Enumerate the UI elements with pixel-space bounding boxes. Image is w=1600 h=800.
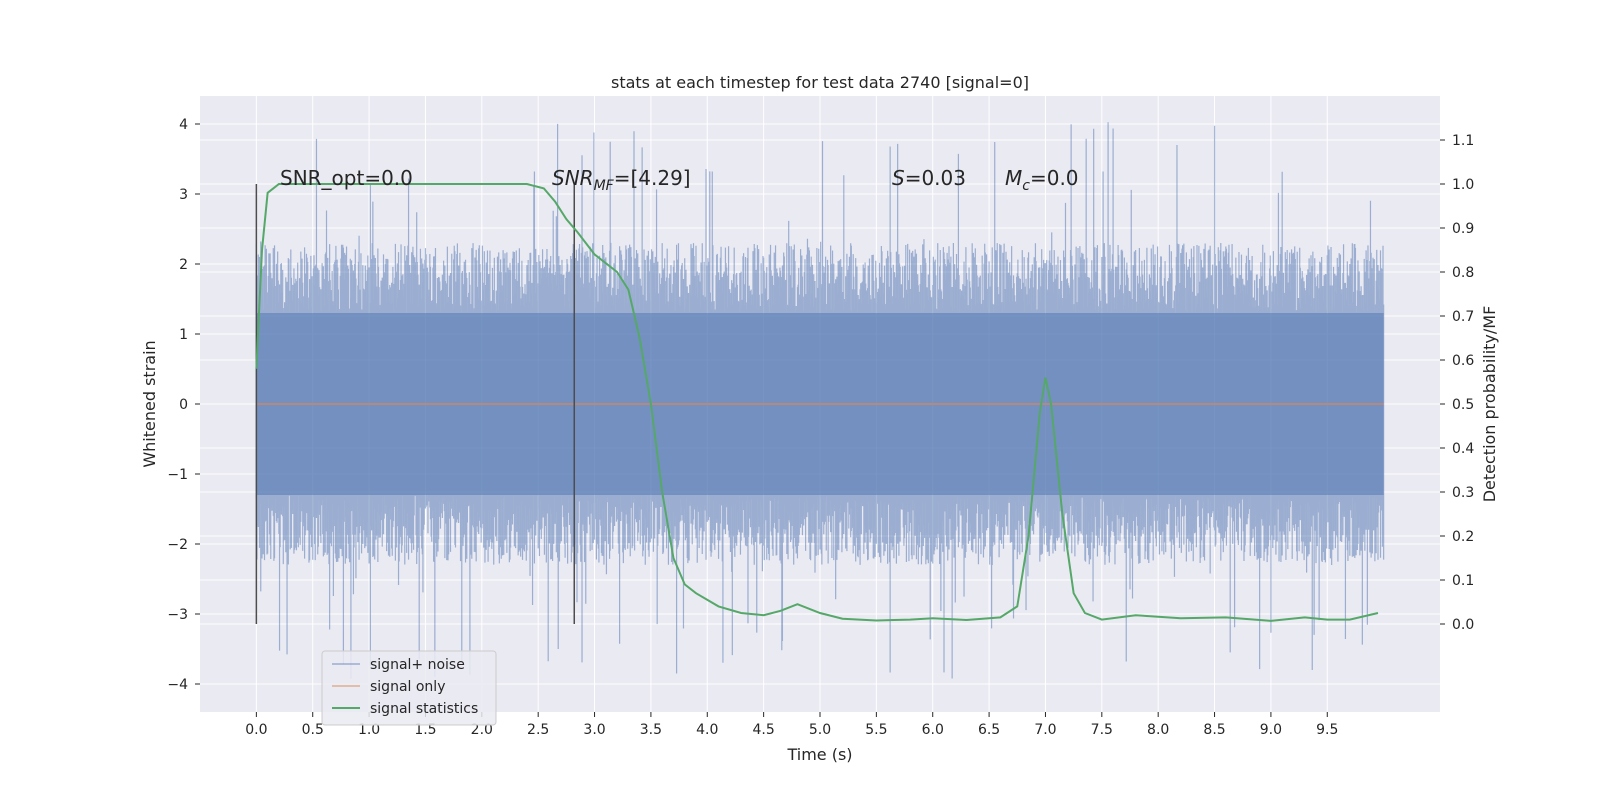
snr-opt-annotation: SNR_opt=0.0 [280, 166, 413, 190]
y-axis-label: Whitened strain [140, 340, 159, 467]
x-tick-label: 7.0 [1034, 722, 1056, 738]
legend-label-signal-only: signal only [370, 679, 445, 695]
x-tick-label: 0.5 [302, 722, 324, 738]
y-tick-label: 0 [179, 397, 188, 413]
x-tick-label: 6.0 [922, 722, 944, 738]
y-tick-label: 4 [179, 117, 188, 133]
x-tick-label: 3.0 [583, 722, 605, 738]
x-tick-label: 9.5 [1316, 722, 1338, 738]
y-tick-label: −3 [167, 607, 188, 623]
legend-box [321, 650, 497, 726]
y-right-axis-ticks: 1.1 1.0 0.9 0.8 0.7 0.6 0.5 0.4 0.3 0.2 0.1 0.0 [1440, 133, 1474, 633]
x-tick-label: 2.0 [471, 722, 493, 738]
y-right-tick-label: 0.4 [1452, 441, 1474, 457]
y-tick-label: 3 [179, 187, 188, 203]
y-axis-ticks: 4 3 2 1 0 −1 −2 −3 −4 [167, 117, 200, 693]
signal-statistics-series [255, 183, 1379, 622]
x-tick-label: 4.5 [753, 722, 775, 738]
x-tick-label: 8.5 [1203, 722, 1225, 738]
marker-lines [255, 184, 576, 624]
y-right-tick-label: 1.0 [1452, 177, 1474, 193]
y-right-tick-label: 0.3 [1452, 485, 1474, 501]
x-tick-label: 7.5 [1091, 722, 1113, 738]
y-tick-label: −1 [167, 467, 188, 483]
x-tick-label: 2.5 [527, 722, 549, 738]
x-tick-label: 8.0 [1147, 722, 1169, 738]
x-tick-label: 6.5 [978, 722, 1000, 738]
legend-label-signal-statistics: signal statistics [370, 701, 478, 717]
legend: signal+ noise signal only signal statist… [321, 650, 497, 726]
x-tick-label: 5.0 [809, 722, 831, 738]
y-tick-label: −2 [167, 537, 188, 553]
x-tick-label: 1.0 [358, 722, 380, 738]
y-right-tick-label: 0.2 [1452, 529, 1474, 545]
y-right-tick-label: 1.1 [1452, 133, 1474, 149]
x-tick-label: 9.0 [1260, 722, 1282, 738]
y-right-tick-label: 0.0 [1452, 617, 1474, 633]
legend-label-signal-noise: signal+ noise [370, 657, 465, 673]
s-annotation: S=0.03 [892, 166, 966, 190]
y-right-axis-label: Detection probability/MF [1480, 306, 1499, 503]
x-axis-ticks: 0.0 0.5 1.0 1.5 2.0 2.5 3.0 3.5 4.0 4.5 5.0 5.5 6.0 6… [245, 712, 1338, 738]
x-tick-label: 5.5 [865, 722, 887, 738]
y-tick-label: 2 [179, 257, 188, 273]
snr-mf-annotation: SNRMF=[4.29] [552, 166, 691, 194]
x-tick-label: 4.0 [696, 722, 718, 738]
y-tick-label: 1 [179, 327, 188, 343]
y-tick-label: −4 [167, 677, 188, 693]
y-right-tick-label: 0.9 [1452, 221, 1474, 237]
chart-title: stats at each timestep for test data 274… [611, 73, 1029, 92]
x-axis-label: Time (s) [786, 745, 852, 764]
y-right-tick-label: 0.1 [1452, 573, 1474, 589]
y-right-tick-label: 0.5 [1452, 397, 1474, 413]
mc-annotation: Mc=0.0 [1005, 166, 1079, 194]
x-tick-label: 3.5 [640, 722, 662, 738]
y-right-tick-label: 0.7 [1452, 309, 1474, 325]
y-right-tick-label: 0.6 [1452, 353, 1474, 369]
x-tick-label: 0.0 [245, 722, 267, 738]
x-tick-label: 1.5 [414, 722, 436, 738]
y-right-tick-label: 0.8 [1452, 265, 1474, 281]
